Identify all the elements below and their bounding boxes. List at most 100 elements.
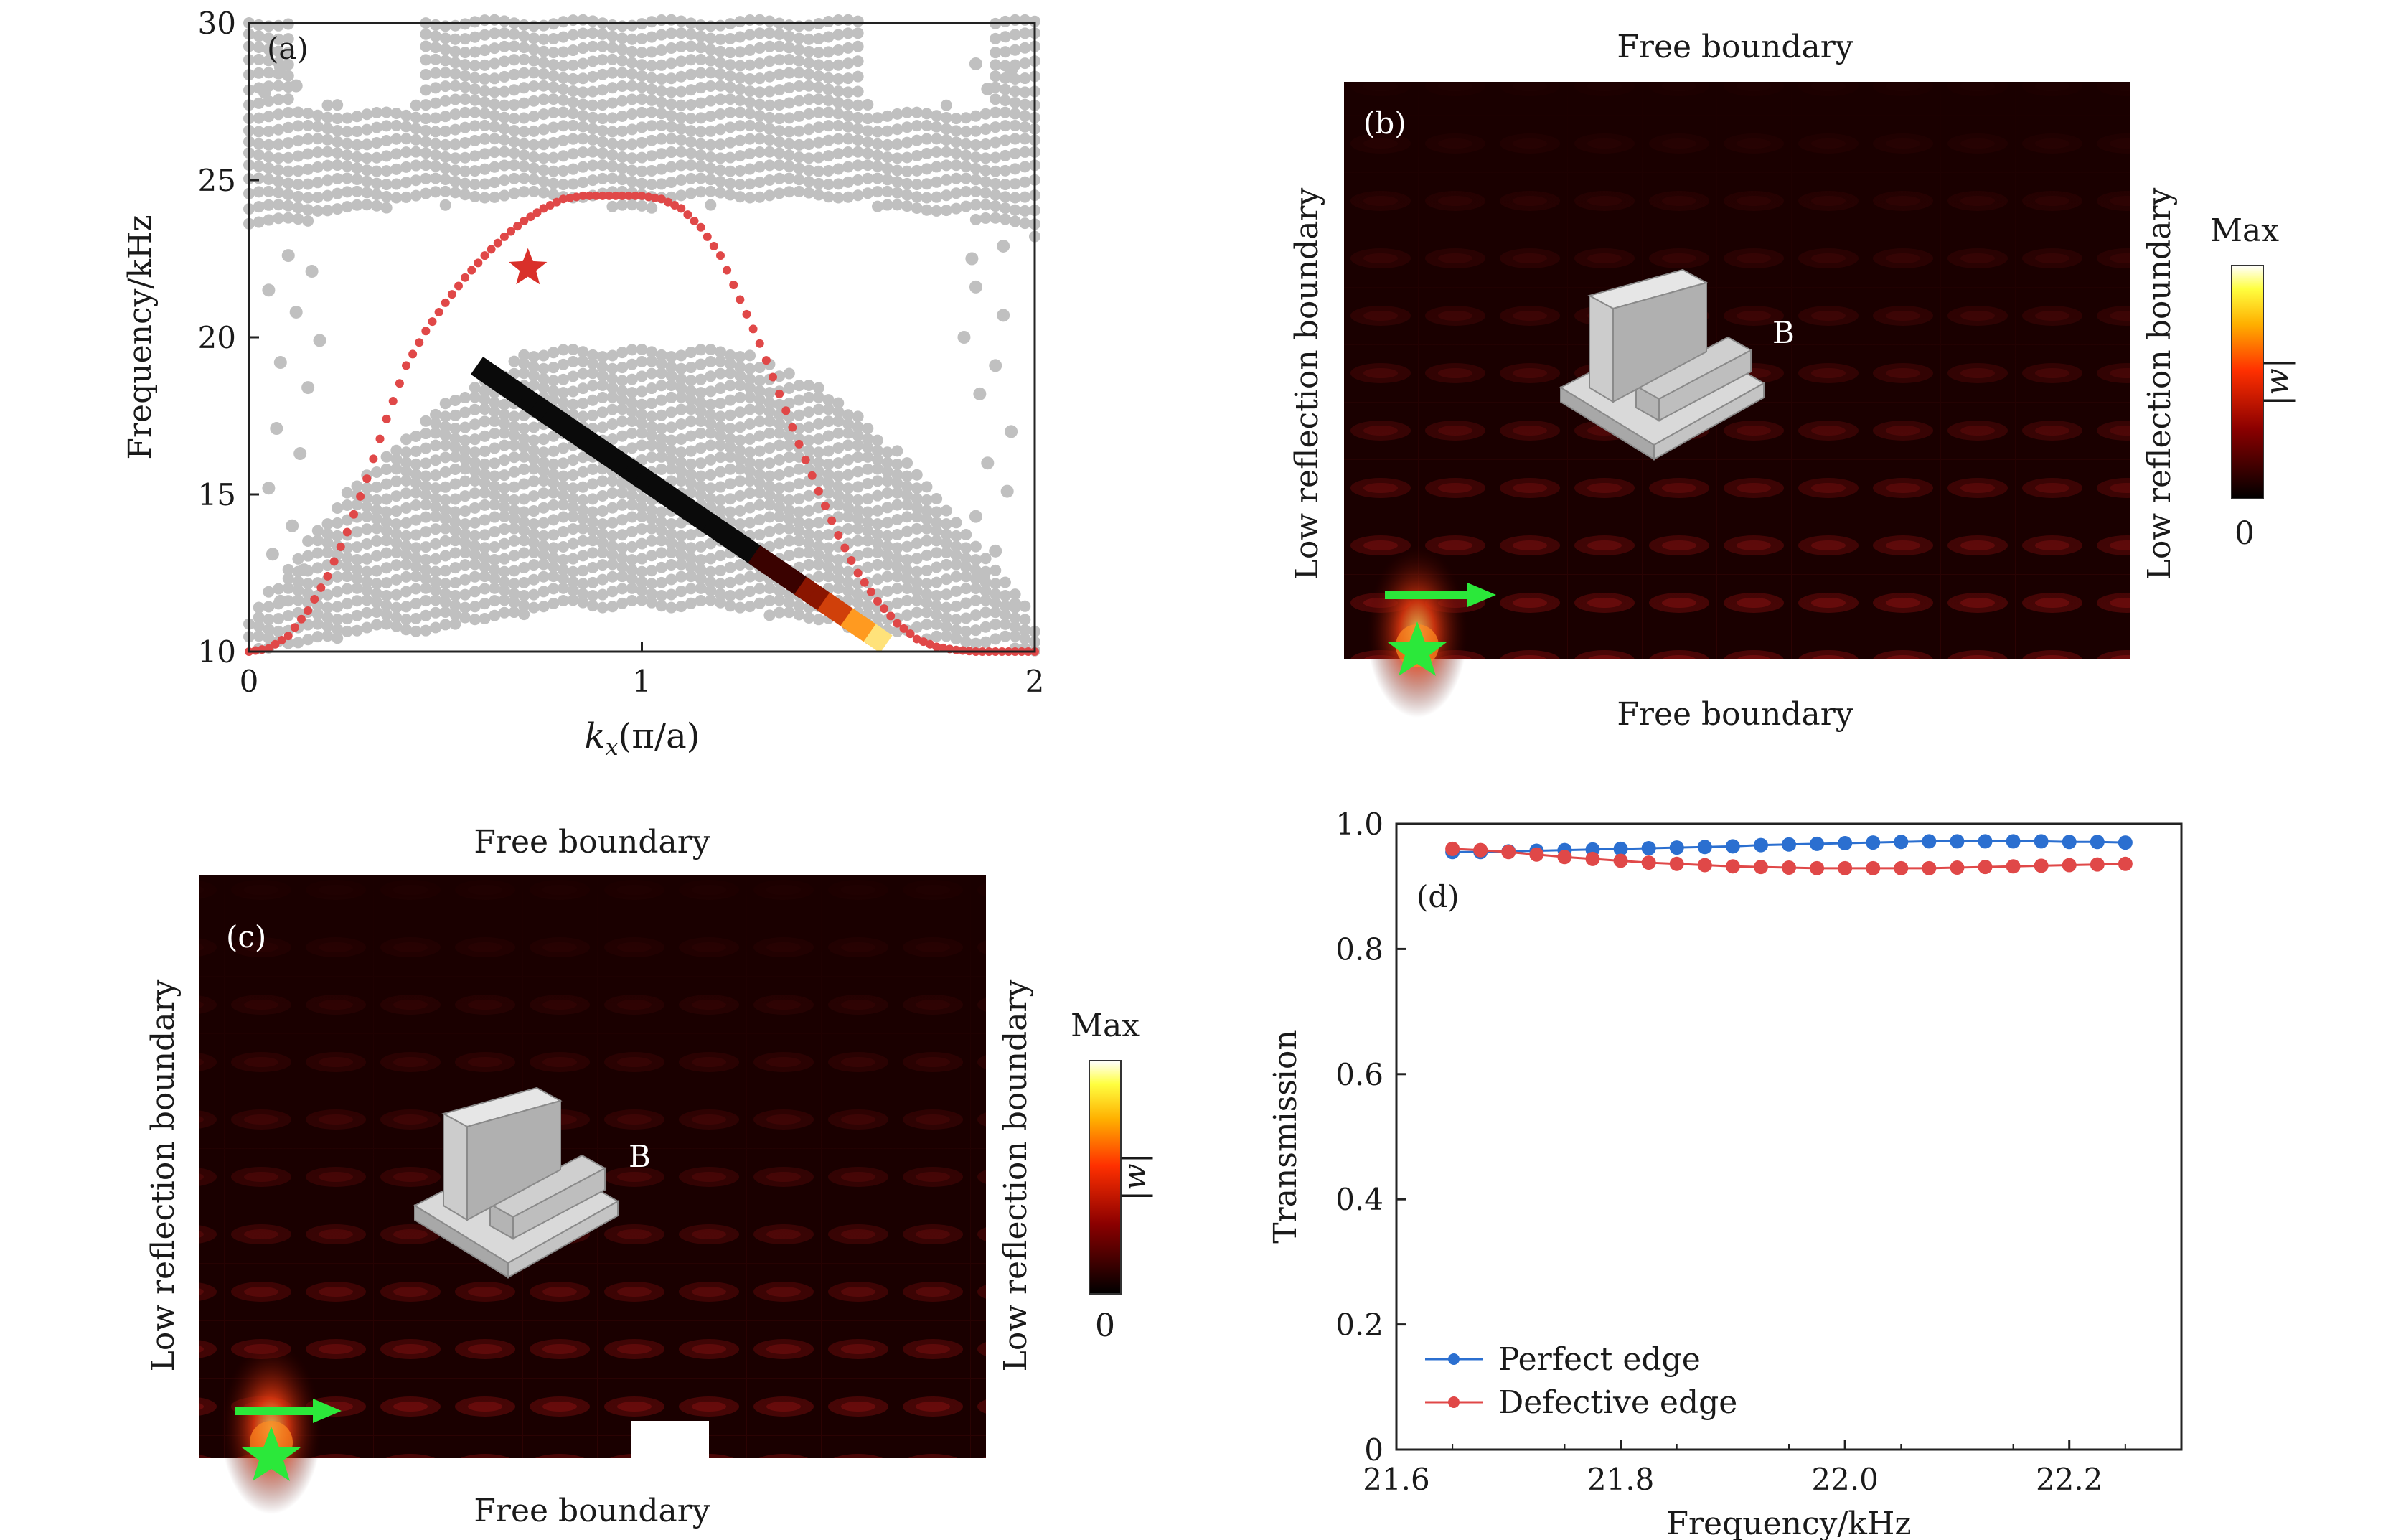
bulk-mode-point (508, 40, 520, 52)
bulk-mode-point (527, 490, 540, 502)
bulk-mode-point (734, 191, 746, 203)
bulk-mode-point (715, 466, 726, 478)
bulk-mode-point (332, 632, 344, 644)
bulk-mode-point (685, 393, 697, 405)
bulk-mode-point (705, 67, 717, 79)
bulk-mode-point (469, 106, 481, 118)
bulk-mode-point (636, 106, 648, 118)
bulk-mode-point (390, 475, 403, 487)
bulk-mode-point (351, 609, 363, 621)
bulk-mode-point (469, 601, 481, 613)
bulk-mode-point (587, 380, 599, 392)
bulk-mode-point (305, 265, 319, 278)
edge-state-point (591, 191, 601, 200)
bulk-mode-point (558, 554, 569, 566)
bulk-mode-point (715, 138, 726, 151)
bulk-mode-point (872, 434, 883, 446)
panel-b: (b) Free boundary Free boundary Low refl… (1289, 29, 2296, 733)
bulk-mode-point (420, 28, 432, 40)
bulk-mode-point (587, 111, 599, 123)
bulk-mode-point (479, 96, 491, 108)
bulk-mode-point (273, 138, 285, 151)
bulk-mode-point (596, 588, 609, 601)
bulk-mode-point (596, 147, 609, 159)
bulk-mode-point (665, 121, 677, 133)
bulk-mode-point (459, 151, 471, 164)
bulk-mode-point (999, 609, 1011, 621)
bulk-mode-point (587, 561, 599, 573)
bulk-mode-point (990, 564, 1002, 576)
bulk-mode-point (979, 176, 992, 188)
bulk-mode-point (626, 344, 638, 356)
bulk-mode-point (911, 150, 923, 162)
bulk-mode-point (537, 502, 550, 514)
bulk-mode-point (606, 97, 619, 109)
bulk-mode-point (862, 187, 874, 199)
bulk-mode-point (901, 457, 913, 469)
bulk-mode-point (282, 121, 294, 133)
bulk-mode-point (380, 589, 393, 601)
bulk-mode-point (705, 594, 717, 606)
bulk-mode-point (685, 597, 697, 609)
bulk-mode-point (380, 106, 393, 118)
bulk-mode-point (793, 125, 805, 137)
bulk-mode-point (606, 418, 619, 431)
bulk-mode-point (636, 409, 648, 421)
bulk-mode-point (321, 601, 334, 614)
bulk-mode-point (695, 594, 707, 606)
bulk-mode-point (616, 529, 629, 541)
bulk-mode-point (774, 427, 786, 439)
bulk-mode-point (931, 161, 943, 173)
bulk-mode-point (626, 45, 638, 57)
bulk-mode-point (744, 349, 756, 362)
bulk-mode-point (950, 113, 962, 125)
bulk-mode-point (842, 409, 854, 421)
bulk-mode-point (596, 172, 609, 184)
bulk-mode-point (518, 357, 530, 370)
bulk-mode-point (606, 82, 619, 94)
bulk-mode-point (420, 172, 432, 184)
bulk-mode-point (273, 80, 285, 92)
bulk-mode-point (449, 463, 461, 475)
bulk-mode-point (459, 475, 471, 487)
bulk-mode-point (822, 477, 835, 489)
bulk-mode-point (370, 550, 382, 562)
bulk-mode-point (297, 563, 311, 577)
bulk-mode-point (489, 442, 501, 454)
bulk-mode-point (370, 512, 382, 525)
bulk-mode-point (400, 121, 412, 133)
bulk-mode-point (489, 480, 501, 492)
bulk-mode-point (253, 53, 265, 65)
edge-state-point (441, 298, 450, 307)
bulk-mode-point (439, 162, 451, 174)
bulk-mode-point (1009, 14, 1021, 26)
bulk-mode-point (498, 565, 510, 578)
bulk-mode-point (558, 179, 569, 191)
bulk-mode-point (675, 571, 687, 583)
bulk-mode-point (498, 111, 510, 123)
bulk-mode-point (901, 106, 913, 118)
bulk-mode-point (881, 162, 893, 174)
bulk-mode-point (341, 186, 353, 198)
bulk-mode-point (812, 558, 824, 571)
bulk-mode-point (282, 212, 294, 224)
bulk-mode-point (527, 80, 540, 93)
series-point (2006, 834, 2021, 849)
edge-state-point (729, 281, 738, 289)
edge-state-point (683, 210, 692, 220)
bulk-mode-point (842, 492, 854, 504)
bulk-mode-point (558, 387, 569, 399)
bulk-mode-point (449, 506, 461, 518)
defect-mode-point (655, 482, 685, 512)
bulk-mode-point (646, 504, 658, 517)
bulk-mode-point (842, 427, 854, 439)
bulk-mode-point (518, 433, 530, 445)
bulk-mode-point (715, 397, 726, 409)
bulk-mode-point (420, 541, 432, 553)
bulk-mode-point (577, 410, 589, 423)
bulk-mode-point (783, 481, 795, 493)
bulk-mode-point (518, 422, 530, 434)
edge-state-point (827, 516, 837, 525)
bulk-mode-point (596, 54, 609, 66)
bulk-mode-point (655, 72, 667, 85)
